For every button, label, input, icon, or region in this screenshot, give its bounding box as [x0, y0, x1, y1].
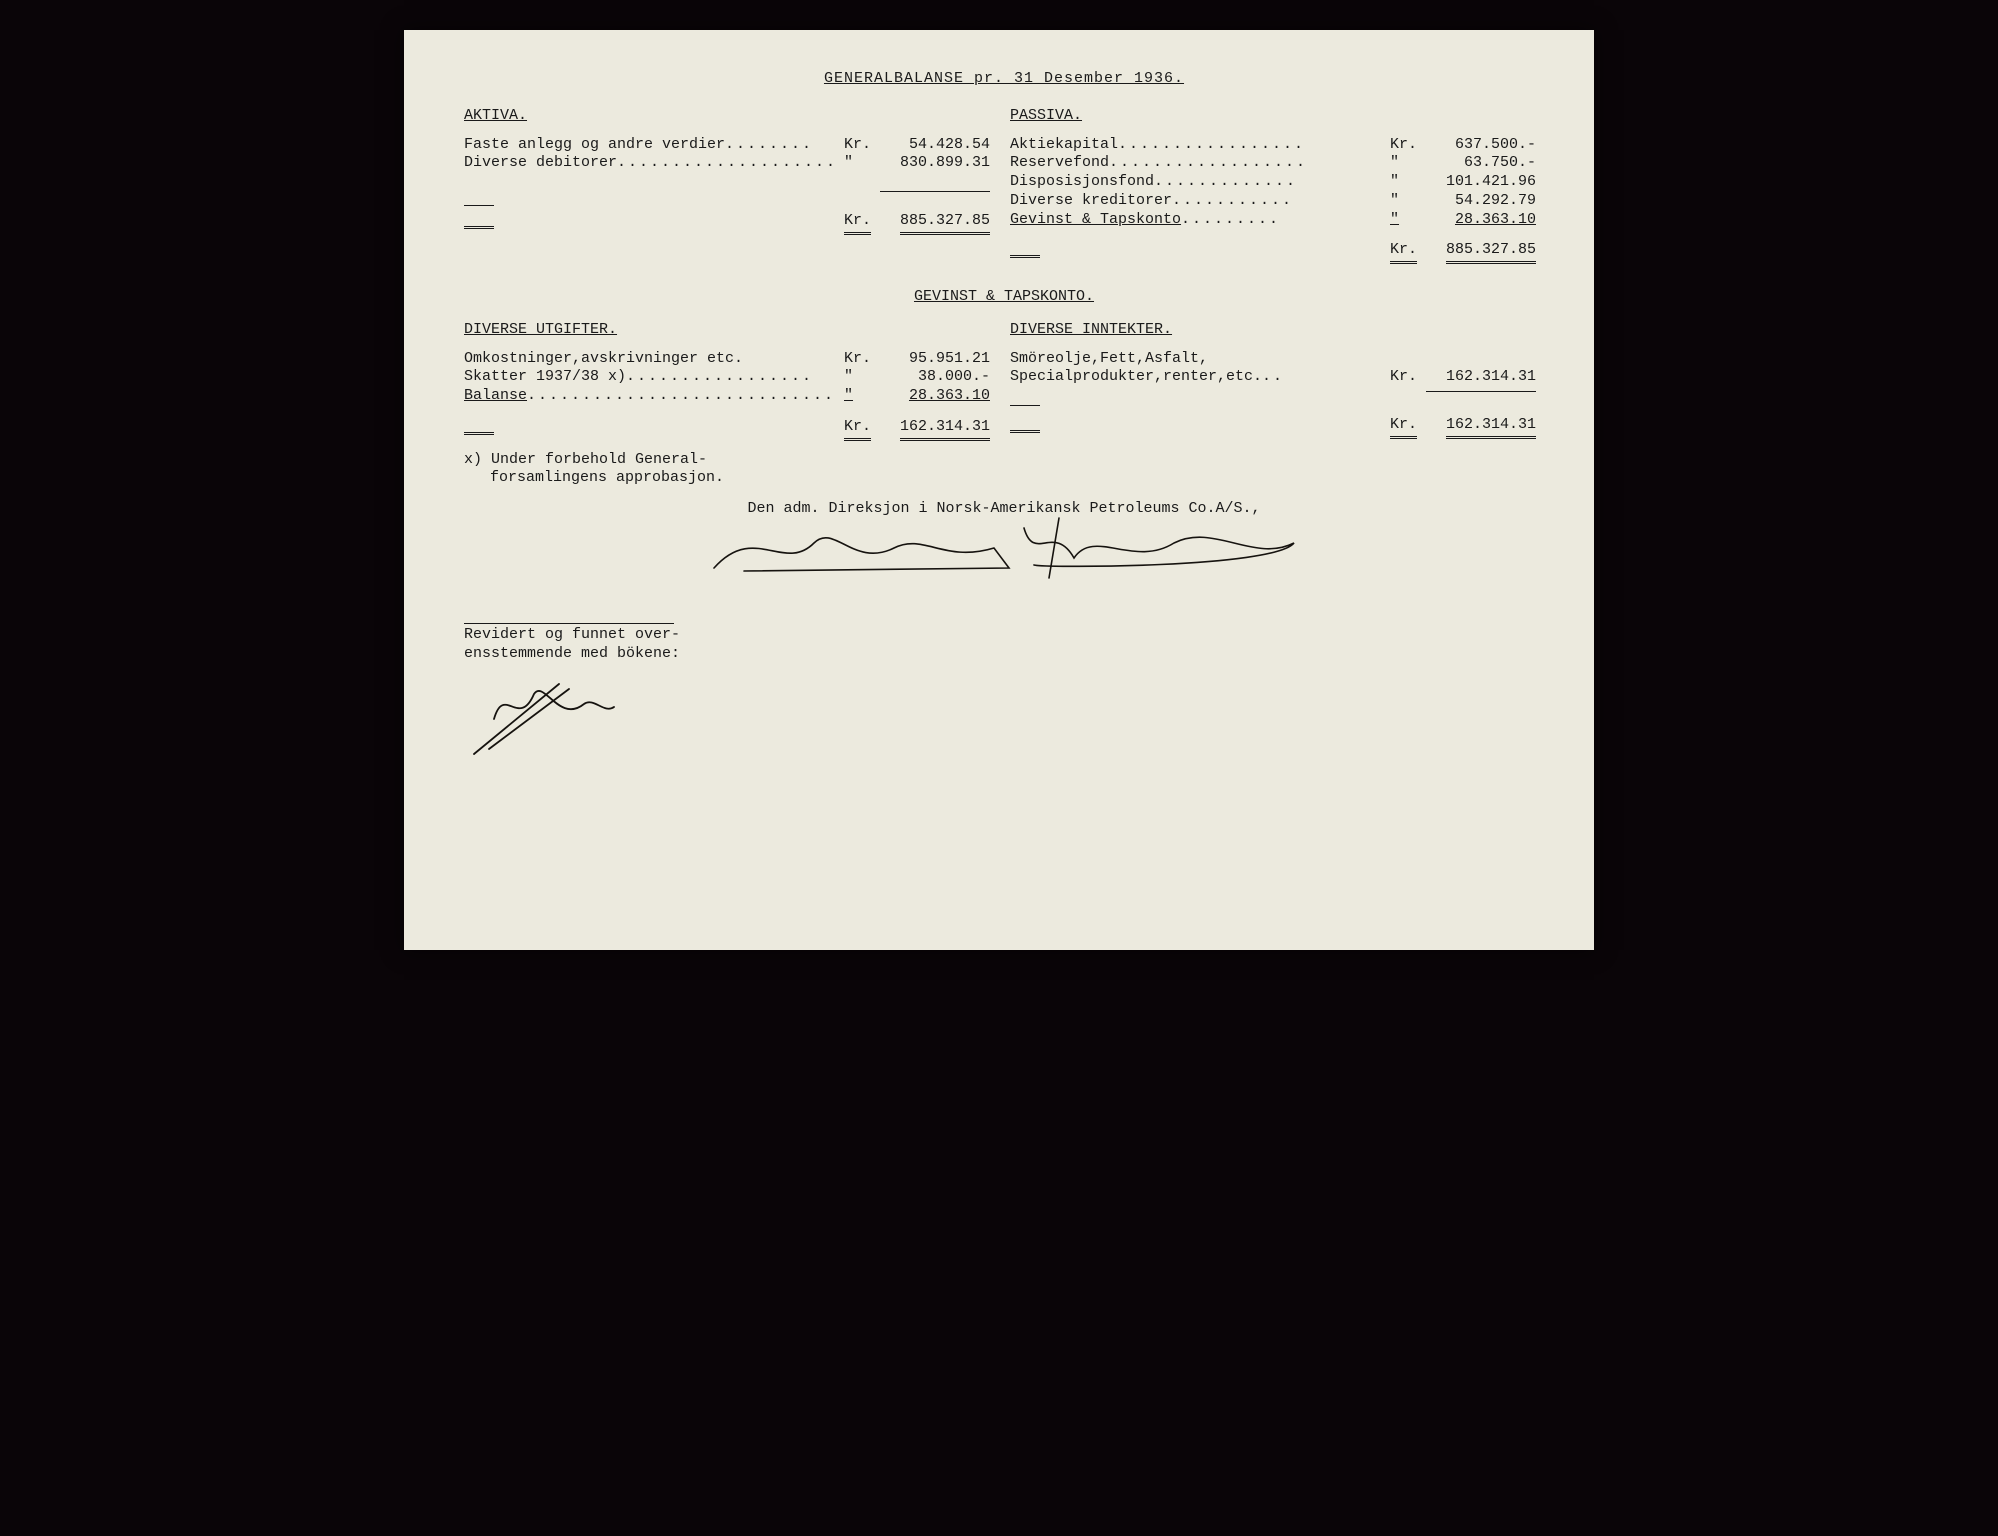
- amount: 38.000.-: [880, 368, 998, 387]
- utgifter-heading: DIVERSE UTGIFTER.: [464, 321, 998, 340]
- total-currency: Kr.: [1390, 416, 1417, 439]
- footnote-line: x) Under forbehold General-: [464, 451, 1544, 470]
- total-currency: Kr.: [1390, 241, 1417, 264]
- footnote-line: forsamlingens approbasjon.: [464, 469, 1544, 488]
- amount: 162.314.31: [1426, 368, 1544, 387]
- total-currency: Kr.: [844, 212, 871, 235]
- utgifter-total: Kr. 162.314.31: [464, 418, 998, 441]
- item-label: Gevinst & Tapskonto: [1010, 211, 1181, 230]
- item-label: Diverse kreditorer: [1010, 192, 1172, 211]
- aktiva-row: Faste anlegg og andre verdier ........ K…: [464, 136, 998, 155]
- total-amount: 885.327.85: [1446, 241, 1536, 264]
- balance-columns: AKTIVA. Faste anlegg og andre verdier ..…: [464, 107, 1544, 264]
- passiva-row: Gevinst & Tapskonto ......... " 28.363.1…: [1010, 211, 1544, 230]
- item-label: Faste anlegg og andre verdier: [464, 136, 725, 155]
- amount: 637.500.-: [1426, 136, 1544, 155]
- amount: 63.750.-: [1426, 154, 1544, 173]
- currency: ": [844, 368, 880, 387]
- item-label: Diverse debitorer: [464, 154, 617, 173]
- revidert-line: Revidert og funnet over-: [464, 626, 1544, 645]
- item-label: Omkostninger,avskrivninger etc.: [464, 350, 743, 369]
- signature-icon: [694, 513, 1314, 583]
- currency: Kr.: [1390, 136, 1426, 155]
- direksjon-line: Den adm. Direksjon i Norsk-Amerikansk Pe…: [464, 500, 1544, 519]
- amount: 28.363.10: [1426, 211, 1544, 230]
- utgifter-row: Omkostninger,avskrivninger etc. Kr. 95.9…: [464, 350, 998, 369]
- inntekter-column: DIVERSE INNTEKTER. Smöreolje,Fett,Asfalt…: [1004, 321, 1544, 441]
- footnote: x) Under forbehold General- forsamlingen…: [464, 451, 1544, 489]
- utgifter-column: DIVERSE UTGIFTER. Omkostninger,avskrivni…: [464, 321, 1004, 441]
- amount: 101.421.96: [1426, 173, 1544, 192]
- amount: 95.951.21: [880, 350, 998, 369]
- rule-row: [464, 191, 998, 206]
- currency: ": [1390, 192, 1426, 211]
- aktiva-total: Kr. 885.327.85: [464, 212, 998, 235]
- currency: Kr.: [844, 350, 880, 369]
- item-label: Smöreolje,Fett,Asfalt,: [1010, 350, 1208, 369]
- currency: ": [844, 387, 880, 406]
- inntekter-heading: DIVERSE INNTEKTER.: [1010, 321, 1544, 340]
- revidert-line: ensstemmende med bökene:: [464, 645, 1544, 664]
- passiva-column: PASSIVA. Aktiekapital ................. …: [1004, 107, 1544, 264]
- item-label: Skatter 1937/38 x): [464, 368, 626, 387]
- currency: Kr.: [1390, 368, 1426, 387]
- amount: 28.363.10: [880, 387, 998, 406]
- balance-sheet-document: GENERALBALANSE pr. 31 Desember 1936. AKT…: [404, 30, 1594, 950]
- aktiva-heading: AKTIVA.: [464, 107, 998, 126]
- amount: 54.428.54: [880, 136, 998, 155]
- total-amount: 885.327.85: [900, 212, 990, 235]
- item-label: Balanse: [464, 387, 527, 406]
- inntekter-row: Specialprodukter,renter,etc. .. Kr. 162.…: [1010, 368, 1544, 387]
- profit-loss-columns: DIVERSE UTGIFTER. Omkostninger,avskrivni…: [464, 321, 1544, 441]
- document-title: GENERALBALANSE pr. 31 Desember 1936.: [464, 70, 1544, 89]
- profit-loss-title: GEVINST & TAPSKONTO.: [464, 288, 1544, 307]
- passiva-row: Reservefond .................. " 63.750.…: [1010, 154, 1544, 173]
- utgifter-row: Balanse ............................ " 2…: [464, 387, 998, 406]
- currency: ": [1390, 154, 1426, 173]
- aktiva-row: Diverse debitorer .................... "…: [464, 154, 998, 173]
- rule-row: [1010, 391, 1544, 406]
- passiva-row: Disposisjonsfond ............. " 101.421…: [1010, 173, 1544, 192]
- amount: 54.292.79: [1426, 192, 1544, 211]
- currency: ": [1390, 173, 1426, 192]
- passiva-total: Kr. 885.327.85: [1010, 241, 1544, 264]
- item-label: Specialprodukter,renter,etc.: [1010, 368, 1262, 387]
- item-label: Aktiekapital: [1010, 136, 1118, 155]
- inntekter-total: Kr. 162.314.31: [1010, 416, 1544, 439]
- auditor-rule: [464, 623, 674, 624]
- amount: 830.899.31: [880, 154, 998, 173]
- inntekter-row: Smöreolje,Fett,Asfalt,: [1010, 350, 1544, 369]
- auditor-signature-icon: [464, 669, 644, 759]
- currency: Kr.: [844, 136, 880, 155]
- passiva-row: Aktiekapital ................. Kr. 637.5…: [1010, 136, 1544, 155]
- item-label: Reservefond: [1010, 154, 1109, 173]
- passiva-heading: PASSIVA.: [1010, 107, 1544, 126]
- total-amount: 162.314.31: [900, 418, 990, 441]
- currency: ": [844, 154, 880, 173]
- aktiva-column: AKTIVA. Faste anlegg og andre verdier ..…: [464, 107, 1004, 264]
- passiva-row: Diverse kreditorer ........... " 54.292.…: [1010, 192, 1544, 211]
- item-label: Disposisjonsfond: [1010, 173, 1154, 192]
- total-amount: 162.314.31: [1446, 416, 1536, 439]
- total-currency: Kr.: [844, 418, 871, 441]
- currency: ": [1390, 211, 1426, 230]
- utgifter-row: Skatter 1937/38 x) ................. " 3…: [464, 368, 998, 387]
